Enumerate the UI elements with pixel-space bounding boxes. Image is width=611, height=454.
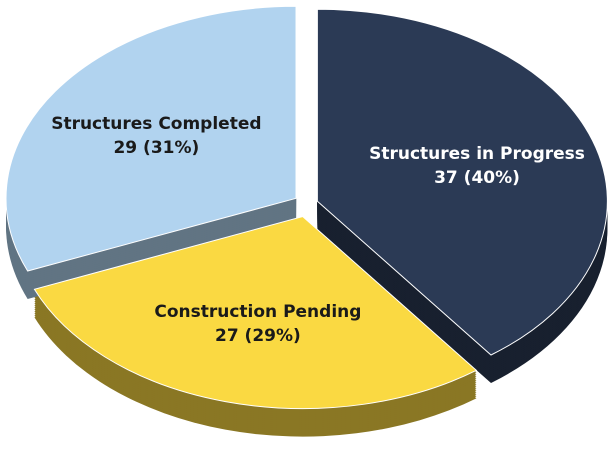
slice <box>5 5 297 272</box>
value-label: 29 (31%) <box>113 138 199 158</box>
slice <box>316 8 608 356</box>
value-label: 27 (29%) <box>215 326 301 346</box>
slice-label: Structures in Progress <box>369 144 585 164</box>
slice-label: Construction Pending <box>154 302 361 322</box>
slice-label: Structures Completed <box>51 114 261 134</box>
slice <box>33 216 478 410</box>
value-label: 37 (40%) <box>434 168 520 188</box>
